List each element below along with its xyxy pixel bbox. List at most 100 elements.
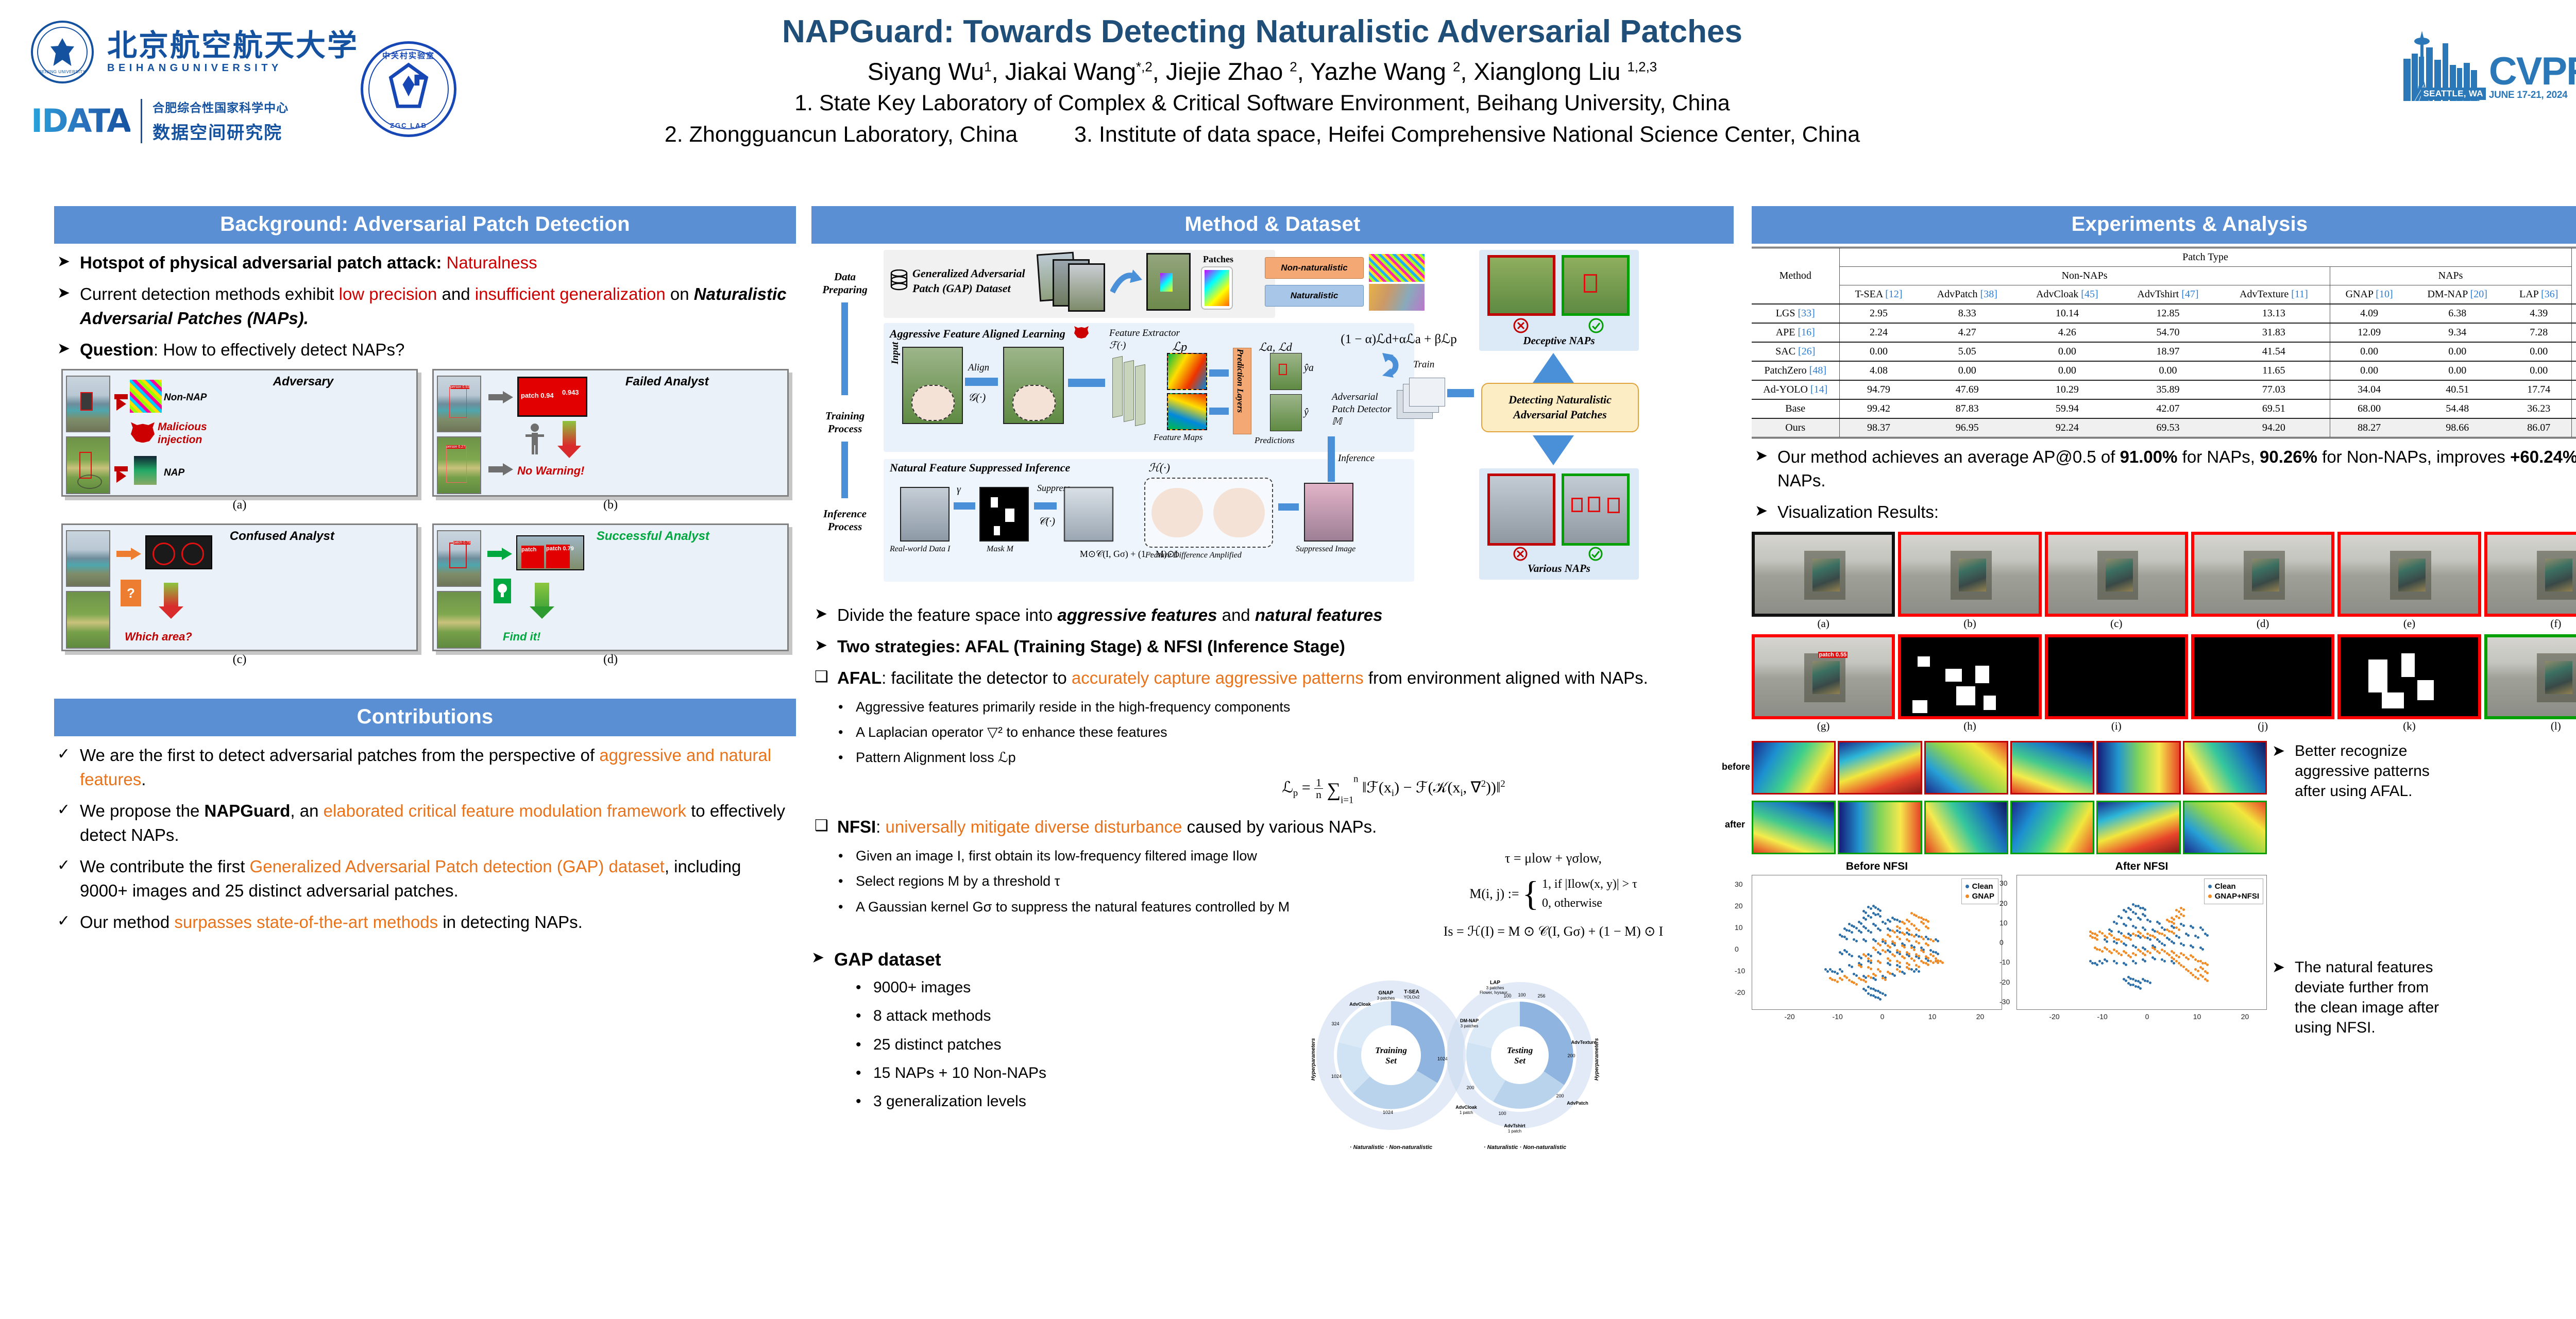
text-run: We contribute the first: [80, 856, 250, 876]
scatter-point: [2201, 928, 2205, 931]
cell-method: Ours: [1785, 422, 1806, 433]
cell-method: LGS [33]: [1775, 308, 1815, 319]
scatter-point: [2137, 979, 2140, 983]
scatter-point: [1874, 978, 1877, 982]
visualization-cell: (b): [1898, 532, 2042, 630]
scatter-point: [1937, 959, 1940, 962]
scatter-point: [2129, 956, 2132, 959]
scatter-point: [2148, 938, 2151, 941]
bullet-item: ✓ We propose the NAPGuard, an elaborated …: [57, 799, 793, 848]
chart-legend: Clean GNAP+NFSI: [2204, 878, 2263, 905]
svg-text:3 patches: 3 patches: [1377, 996, 1395, 1001]
stage-label-inference: Inference Process: [823, 508, 867, 533]
x-axis-tick-label: 0: [2145, 1012, 2149, 1021]
text-run: elaborated critical feature modulation f…: [323, 801, 686, 821]
svg-text:1 patch: 1 patch: [1460, 1110, 1473, 1115]
cell-method: Base: [1785, 403, 1806, 414]
scatter-point: [2113, 921, 2116, 924]
scatter-point: [2127, 907, 2130, 910]
feature-maps-label: Feature Maps: [1154, 432, 1203, 442]
text-run: : facilitate the detector to: [882, 668, 1072, 687]
scatter-point: [2204, 962, 2207, 965]
scatter-point: [1872, 988, 1875, 991]
text-run: and: [1217, 605, 1255, 624]
scatter-point: [1922, 961, 1925, 964]
cell-value: 42.07: [2156, 403, 2180, 414]
cell-value: 47.69: [1955, 384, 1979, 395]
scatter-point: [1848, 953, 1851, 956]
scatter-point: [2125, 944, 2128, 947]
text-run: NFSI: [837, 817, 876, 837]
cell-value: 0.00: [2329, 361, 2409, 380]
table-row: SAC [26] 0.00 5.05 0.00 18.97 41.54 0.00 0.00 0.…: [1752, 342, 2576, 361]
zgc-lab-seal-icon: 中关村实验室 ZGC LAB: [361, 41, 456, 137]
scatter-point: [1857, 921, 1860, 924]
svg-text:1024: 1024: [1383, 1110, 1393, 1115]
scatter-point: [2170, 940, 2173, 943]
scatter-point: [1934, 951, 1937, 954]
scatter-point: [2201, 961, 2205, 965]
featmap-1: [1167, 353, 1207, 390]
cell-value: 86.07: [2527, 422, 2551, 433]
bullet-marker: ✓: [57, 912, 71, 929]
scatter-point: [2127, 982, 2130, 985]
legend-entry: Clean: [2208, 882, 2259, 891]
scatter-point: [1937, 961, 1940, 964]
down-arrow-gradient: [563, 421, 576, 446]
text-run: on: [665, 284, 694, 303]
scatter-point: [2175, 934, 2178, 937]
bullet-text: We propose the NAPGuard, an elaborated c…: [80, 799, 793, 848]
align-label: Align: [968, 362, 990, 373]
scatter-point: [1929, 959, 1933, 962]
scatter-point: [2125, 952, 2128, 955]
afal-block: [884, 323, 1414, 452]
scatter-point: [2098, 931, 2102, 934]
scatter-point: [2144, 936, 2147, 939]
scatter-point: [1905, 951, 1908, 954]
scatter-point: [1855, 983, 1858, 986]
svg-text:100: 100: [1518, 992, 1526, 997]
scatter-point: [2139, 936, 2142, 939]
scatter-point: [1901, 932, 1904, 935]
scatter-point: [2199, 946, 2202, 949]
scatter-point: [1874, 939, 1877, 942]
visualization-image: [2191, 634, 2335, 720]
text-run: universally mitigate diverse disturbance: [885, 817, 1182, 837]
bullet-item: ➤ Hotspot of physical adversarial patch a…: [57, 251, 793, 275]
bullet-marker: ✓: [57, 801, 71, 819]
realworld-label: Real-world Data I: [890, 545, 951, 553]
scatter-point: [1850, 966, 1853, 969]
scatter-point: [1903, 933, 1906, 936]
scatter-point: [2170, 960, 2173, 963]
scatter-point: [2194, 976, 2197, 979]
scatter-point: [1910, 923, 1913, 926]
cell-value: 54.48: [2446, 403, 2469, 414]
tau-equation: τ = μlow + γσlow,: [1504, 851, 1602, 866]
scatter-point: [1896, 925, 1899, 928]
scatter-point: [1879, 944, 1882, 947]
bullet-item: ➤ Question: How to effectively detect NAP…: [57, 338, 793, 362]
text-run: caused by various NAPs.: [1182, 817, 1377, 837]
scatter-point: [1869, 959, 1872, 962]
scatter-point: [1850, 924, 1853, 927]
scatter-point: [2096, 948, 2099, 951]
y-axis-tick-label: -30: [1999, 997, 2010, 1006]
bullet-item: ❑ AFAL: facilitate the detector to accura…: [815, 666, 1731, 690]
x-axis-tick-label: 20: [1976, 1012, 1985, 1021]
devil-icon-afal: [1074, 326, 1089, 339]
scatter-point: [1888, 920, 1891, 923]
bullet-text: Our method surpasses state-of-the-art me…: [80, 910, 793, 935]
svg-text:Flower, Ivysaur...: Flower, Ivysaur...: [1480, 990, 1511, 995]
cell-method: SAC [26]: [1775, 346, 1816, 357]
lightbulb-icon: [494, 579, 511, 604]
scatter-point: [2120, 940, 2123, 943]
author-list: Siyang Wu1, Jiakai Wang*,2, Jiejie Zhao …: [867, 58, 1657, 86]
scatter-point: [1840, 970, 1843, 973]
text-run: Current detection methods exhibit: [80, 284, 339, 303]
x-axis-tick-label: 0: [1880, 1012, 1885, 1021]
scatter-point: [1869, 955, 1872, 958]
bullet-marker: •: [856, 1064, 861, 1081]
cell-value: 92.24: [2055, 422, 2079, 433]
scatter-point: [1925, 957, 1928, 960]
cell-value: 34.04: [2329, 380, 2409, 399]
